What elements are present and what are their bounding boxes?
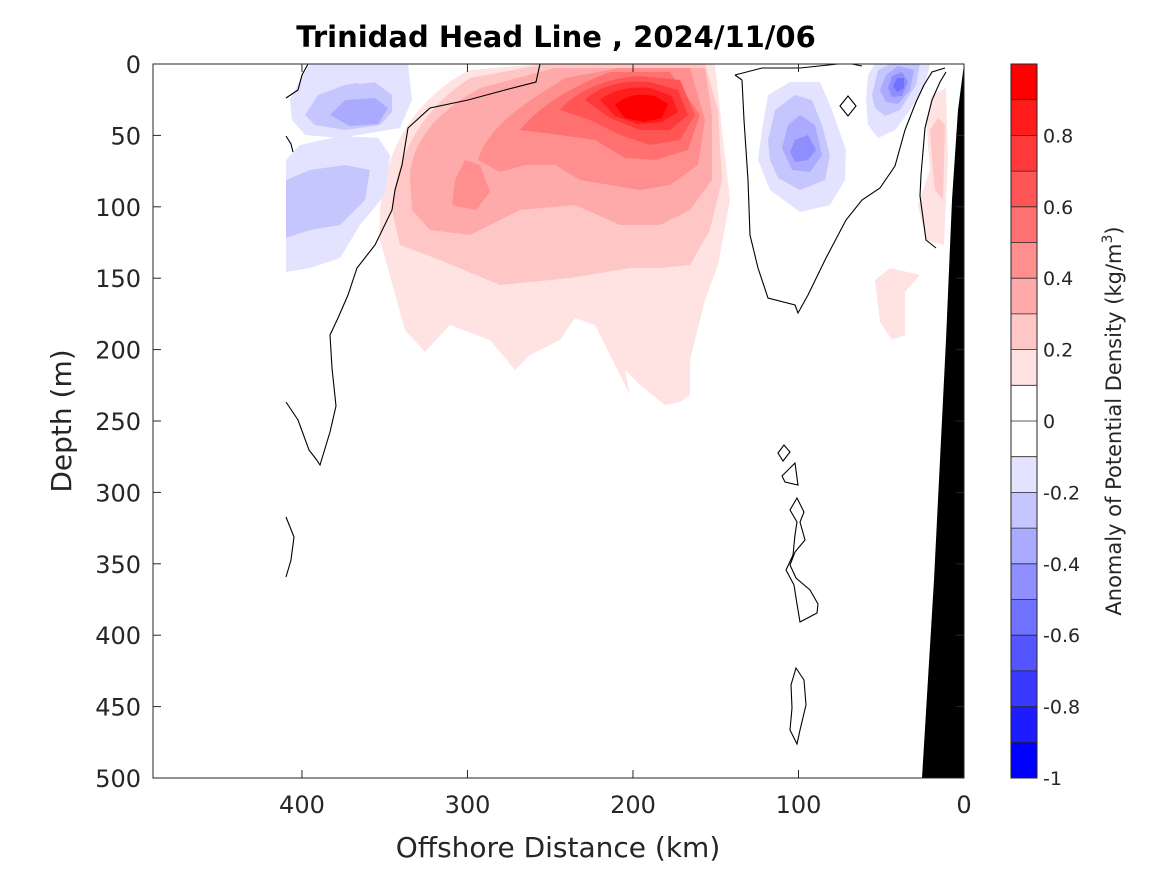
zero-contour-loop-2 xyxy=(781,461,799,486)
colorbar-title-main: Anomaly of Potential Density (kg/m xyxy=(1102,244,1126,616)
colorbar-level-swatch xyxy=(1011,492,1037,529)
y-tick-label: 400 xyxy=(95,622,141,650)
zero-contour-offshore-b xyxy=(285,135,294,153)
x-tick-label: 100 xyxy=(776,791,822,819)
colorbar-frame xyxy=(1010,63,1038,779)
nearshore-positive-small xyxy=(875,268,920,340)
zero-contour-loop-1 xyxy=(777,444,791,462)
colorbar: 0.8 0.6 0.4 0.2 0 -0.2 -0.4 -0.6 -0.8 -1 Anomaly … xyxy=(1010,63,1126,790)
colorbar-level-swatch xyxy=(1011,242,1037,279)
colorbar-level-swatch xyxy=(1011,742,1037,778)
y-tick-label: 500 xyxy=(95,765,141,793)
colorbar-level-swatch xyxy=(1011,135,1037,172)
colorbar-level-swatch xyxy=(1011,64,1037,100)
colorbar-level-swatch xyxy=(1011,278,1037,314)
colorbar-level-swatch xyxy=(1011,349,1037,386)
zero-contour-shelf xyxy=(734,63,946,315)
colorbar-tick-label: -0.8 xyxy=(1043,697,1080,719)
colorbar-level-swatch xyxy=(1011,206,1037,243)
y-tick-label: 350 xyxy=(95,551,141,579)
nearshore-positive-level-0.2 xyxy=(930,118,945,200)
y-axis-tick-labels: 0 50 100 150 200 250 300 350 400 450 500 xyxy=(95,51,141,793)
zero-contour-small-loop xyxy=(839,95,857,117)
colorbar-tick-label: -1 xyxy=(1043,768,1062,790)
y-tick-label: 450 xyxy=(95,694,141,722)
colorbar-tick-label: 0.2 xyxy=(1043,340,1073,362)
zero-contour-loop-4 xyxy=(789,666,807,746)
colorbar-level-swatch xyxy=(1011,670,1037,707)
negative-100km-level-0.4 xyxy=(790,135,816,162)
y-tick-label: 50 xyxy=(110,122,141,150)
colorbar-tick-label: 0.4 xyxy=(1043,268,1073,290)
zero-contour-lines xyxy=(285,63,947,746)
colorbar-tick-label: -0.4 xyxy=(1043,554,1080,576)
y-tick-label: 250 xyxy=(95,408,141,436)
chart-title: Trinidad Head Line , 2024/11/06 xyxy=(296,20,816,54)
colorbar-level-swatch xyxy=(1011,171,1037,207)
colorbar-tick-label: 0 xyxy=(1043,411,1055,433)
colorbar-tick-labels: 0.8 0.6 0.4 0.2 0 -0.2 -0.4 -0.6 -0.8 -1 xyxy=(1043,125,1080,790)
colorbar-level-swatch xyxy=(1011,563,1037,600)
colorbar-level-swatch xyxy=(1011,421,1037,457)
negative-offshore-upper-cap xyxy=(330,64,395,84)
negative-offshore-lower-level-0.2 xyxy=(286,165,370,238)
colorbar-level-swatch xyxy=(1011,313,1037,350)
colorbar-tick-label: 0.8 xyxy=(1043,125,1073,147)
positive-anomaly-level-0.9 xyxy=(615,94,668,122)
x-tick-label: 300 xyxy=(445,791,491,819)
zero-contour-offshore-a xyxy=(285,63,309,99)
colorbar-title-superscript: 3 xyxy=(1100,235,1116,244)
x-tick-label: 200 xyxy=(610,791,656,819)
zero-contour-loop-3 xyxy=(785,496,819,623)
negative-40km-level-0.5 xyxy=(893,78,904,92)
colorbar-tick-label: -0.2 xyxy=(1043,482,1080,504)
colorbar-level-swatch xyxy=(1011,528,1037,564)
colorbar-level-swatch xyxy=(1011,99,1037,136)
y-tick-label: 100 xyxy=(95,194,141,222)
zero-contour-main xyxy=(285,63,541,467)
axis-tick-marks xyxy=(153,63,965,779)
colorbar-level-swatch xyxy=(1011,385,1037,421)
x-axis-tick-labels: 400 300 200 100 0 xyxy=(279,791,972,819)
y-tick-label: 0 xyxy=(126,51,141,79)
colorbar-title: Anomaly of Potential Density (kg/m3) xyxy=(1100,226,1126,615)
seafloor-bathymetry xyxy=(922,64,964,778)
negative-offshore-upper-level-0.3 xyxy=(330,98,388,126)
colorbar-level-swatch xyxy=(1011,635,1037,671)
zero-contour-nearshore xyxy=(919,71,947,249)
y-tick-label: 150 xyxy=(95,265,141,293)
colorbar-title-end: ) xyxy=(1102,226,1126,234)
y-tick-label: 300 xyxy=(95,479,141,507)
plot-area xyxy=(152,63,965,779)
colorbar-levels xyxy=(1011,63,1037,778)
colorbar-level-swatch xyxy=(1011,706,1037,743)
y-axis-title: Depth (m) xyxy=(45,349,78,492)
x-tick-label: 400 xyxy=(279,791,325,819)
colorbar-level-swatch xyxy=(1011,456,1037,493)
x-axis-title: Offshore Distance (km) xyxy=(396,831,721,864)
colorbar-tick-label: 0.6 xyxy=(1043,197,1073,219)
y-tick-label: 200 xyxy=(95,337,141,365)
anomaly-field xyxy=(286,64,948,405)
x-tick-label: 0 xyxy=(956,791,971,819)
colorbar-level-swatch xyxy=(1011,599,1037,636)
colorbar-tick-label: -0.6 xyxy=(1043,625,1080,647)
zero-contour-deep-offshore xyxy=(285,516,295,578)
positive-anomaly-secondary-level-0.4 xyxy=(452,160,490,210)
